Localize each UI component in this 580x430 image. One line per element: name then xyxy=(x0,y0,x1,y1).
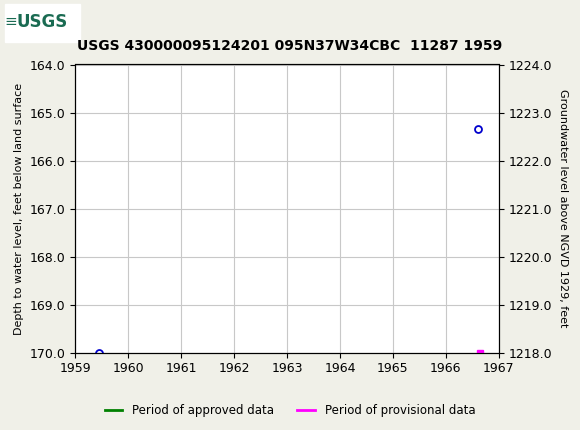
Text: USGS: USGS xyxy=(16,12,67,31)
Y-axis label: Depth to water level, feet below land surface: Depth to water level, feet below land su… xyxy=(14,83,24,335)
Text: ≡: ≡ xyxy=(4,14,17,29)
Legend: Period of approved data, Period of provisional data: Period of approved data, Period of provi… xyxy=(100,399,480,422)
Text: USGS 430000095124201 095N37W34CBC  11287 1959: USGS 430000095124201 095N37W34CBC 11287 … xyxy=(77,39,503,53)
Bar xyxy=(5,3,80,42)
Y-axis label: Groundwater level above NGVD 1929, feet: Groundwater level above NGVD 1929, feet xyxy=(558,89,568,328)
